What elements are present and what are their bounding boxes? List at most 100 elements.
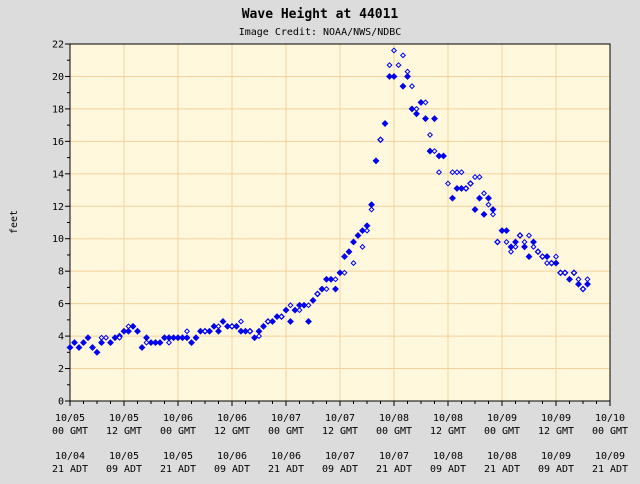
y-axis: 0 2 4 6 8 10 12 14 16 18 20 22 [52,40,70,408]
data-point-filled [521,243,528,251]
data-point-open [480,190,488,197]
x-tick-label-adt-date: 10/07 [325,451,355,462]
y-tick-label: 4 [58,332,64,343]
data-point-open [525,232,533,239]
data-point-filled [440,152,447,160]
data-point-open [278,313,285,320]
data-point-open [467,180,474,187]
data-point-open [359,243,366,250]
data-point-filled [71,339,78,347]
x-tick-label-adt-time: 09 ADT [106,464,142,475]
data-point-filled [305,318,312,325]
x-tick-label-adt-time: 21 ADT [52,464,88,475]
data-point-open [471,174,479,181]
data-point-filled [98,339,105,347]
chart-title: Wave Height at 44011 [242,7,399,22]
data-point-open [143,339,150,346]
data-point-filled [372,157,380,165]
data-point-filled [170,334,177,342]
data-point-open [332,276,339,283]
data-point-open [485,201,492,208]
data-point-open [552,253,560,260]
data-point-open [237,318,245,325]
data-point-open [521,238,528,245]
data-point-filled [584,280,591,288]
x-tick-label-adt-time: 21 ADT [268,464,304,475]
data-point-filled [431,115,438,123]
data-point-open [435,169,443,176]
data-point-filled [575,280,582,288]
x-tick-label-gmt-time: 00 GMT [376,426,412,437]
data-point-open [323,286,330,293]
data-point-filled [282,306,290,314]
x-tick-label-adt-time: 21 ADT [160,464,196,475]
data-point-filled [84,334,92,342]
data-point-filled [219,318,227,325]
data-point-open [201,328,209,335]
data-point-filled [287,318,294,325]
data-point-filled [215,327,222,335]
y-tick-label: 20 [52,72,64,83]
y-tick-label: 16 [52,137,64,148]
data-point-filled [206,327,213,335]
data-point-open [539,253,546,260]
x-tick-label-gmt-date: 10/07 [325,413,355,424]
x-tick-label-adt-date: 10/05 [163,451,193,462]
data-point-open [422,99,429,106]
data-point-open [534,248,542,255]
data-point-filled [404,73,411,80]
data-point-filled [552,259,560,267]
data-point-filled [435,152,443,160]
x-tick-label-gmt-time: 00 GMT [592,426,628,437]
data-point-filled [543,253,551,261]
data-point-open [449,169,456,176]
data-point-filled [291,306,299,314]
data-point-open [264,318,272,325]
data-point-filled [260,322,267,330]
data-point-open [287,302,294,309]
data-point-open [215,323,222,330]
x-tick-label-adt-date: 10/05 [109,451,139,462]
data-point-filled [93,348,101,356]
x-tick-label-adt-time: 21 ADT [592,464,628,475]
data-point-open [377,136,384,143]
data-point-filled [269,318,276,325]
y-tick-label: 22 [52,40,64,51]
x-tick-label-adt-date: 10/09 [595,451,625,462]
x-tick-label-adt-date: 10/09 [541,451,571,462]
x-tick-label-gmt-date: 10/08 [433,413,463,424]
x-tick-label-gmt-time: 00 GMT [268,426,304,437]
data-point-filled [413,110,420,118]
data-point-open [579,286,587,293]
y-tick-label: 8 [58,267,64,278]
data-point-filled [480,210,488,218]
data-point-open [395,62,402,69]
data-point-filled [242,327,249,335]
x-tick-label-adt-date: 10/06 [217,451,247,462]
data-point-filled [323,275,330,283]
data-point-filled [309,296,317,304]
data-point-filled [237,327,245,335]
data-point-open [561,269,569,276]
data-point-filled [332,285,339,293]
data-point-filled [210,322,218,330]
data-point-filled [525,253,533,261]
data-point-filled [498,227,506,235]
data-point-open [426,131,434,138]
data-point-filled [66,344,74,351]
x-tick-label-adt-time: 09 ADT [538,464,574,475]
data-point-open [116,334,123,341]
data-point-filled [75,344,83,351]
y-tick-label: 14 [52,169,64,180]
data-point-filled [386,73,393,80]
x-tick-label-gmt-time: 12 GMT [322,426,358,437]
data-point-filled [161,334,168,342]
x-tick-label-adt-time: 21 ADT [484,464,520,475]
data-point-filled [422,115,429,123]
y-tick-label: 6 [58,299,64,310]
data-point-open [431,148,438,155]
data-point-open [305,302,312,309]
x-tick-label-adt-time: 21 ADT [376,464,412,475]
data-point-filled [197,327,204,335]
